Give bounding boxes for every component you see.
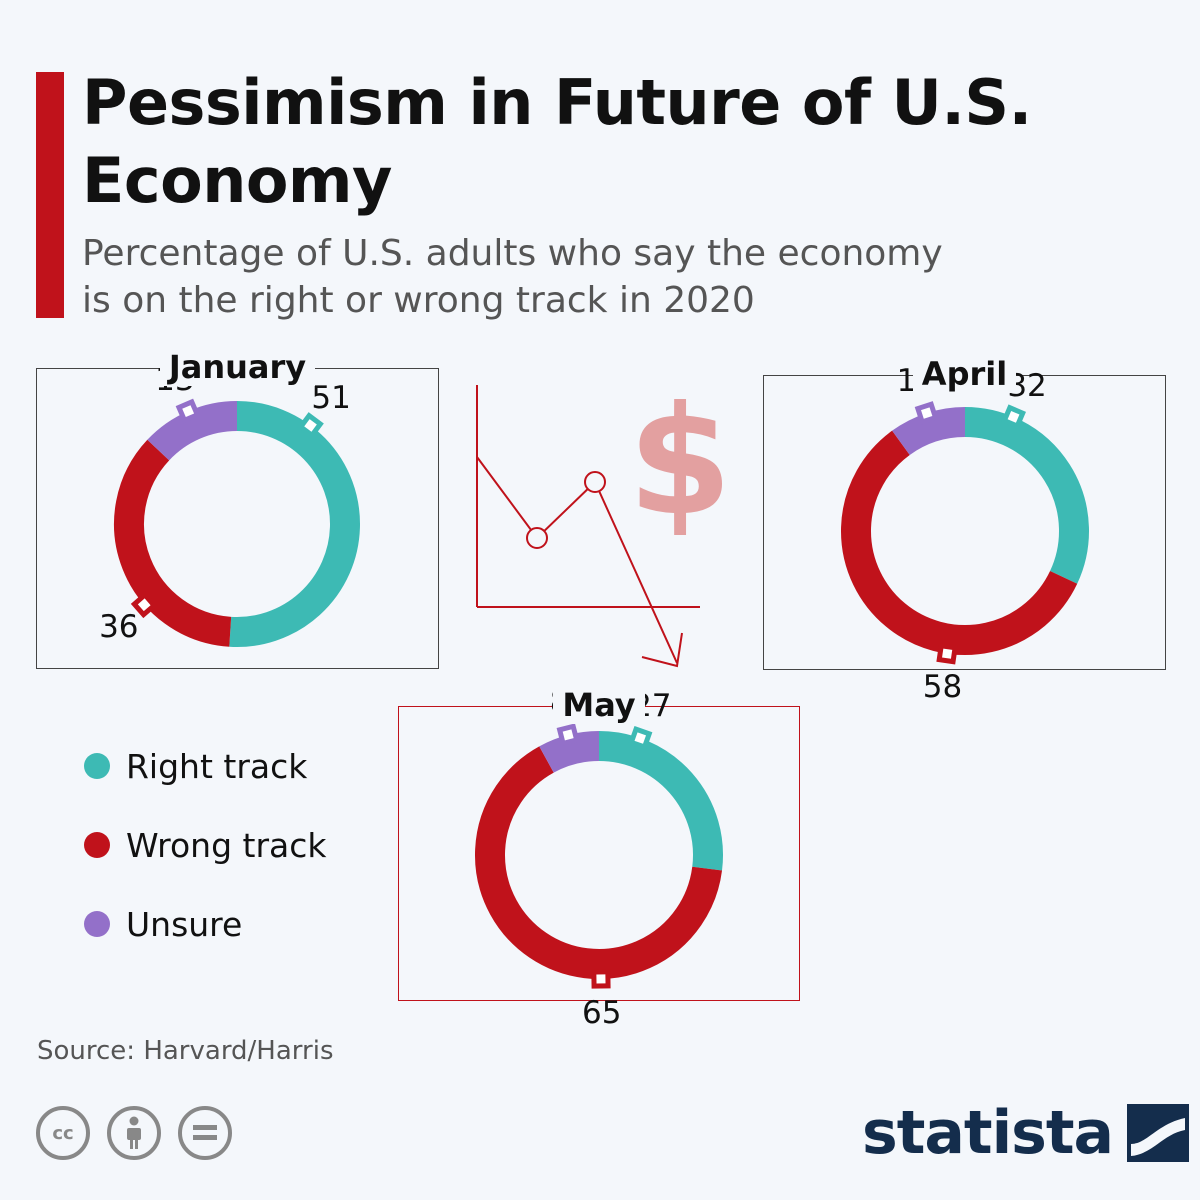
slice-marker <box>556 723 580 747</box>
brand-wordmark: statista <box>862 1098 1114 1168</box>
data-label-right-track: 51 <box>311 380 351 417</box>
legend-item: Right track <box>84 745 327 787</box>
legend: Right track Wrong track Unsure <box>84 745 327 982</box>
slice-marker <box>591 969 611 989</box>
donut-panel-april: 325810 April <box>763 355 1166 704</box>
slice-marker <box>936 642 958 665</box>
legend-label: Right track <box>126 746 308 786</box>
panel-title-may: May <box>553 686 645 724</box>
donut-chart <box>841 401 1089 665</box>
donut-slice-unsure <box>539 731 600 773</box>
legend-item: Wrong track <box>84 824 327 866</box>
statista-mark-icon <box>1127 1104 1190 1162</box>
line-point <box>584 471 606 493</box>
statista-logo[interactable]: statista <box>862 1095 1190 1171</box>
slice-marker <box>297 412 324 439</box>
cc-icon[interactable]: cc <box>36 1106 90 1160</box>
donut-slice-wrong-track <box>841 430 1078 655</box>
no-derivatives-icon[interactable] <box>178 1106 232 1160</box>
legend-swatch <box>84 911 110 937</box>
slice-marker <box>914 401 939 426</box>
slice-marker <box>628 725 653 751</box>
license-icons: cc <box>36 1106 232 1160</box>
arrow-head-icon <box>641 632 683 668</box>
legend-item: Unsure <box>84 903 327 945</box>
panel-title-january: January <box>159 348 316 386</box>
donut-slice-unsure <box>147 401 238 461</box>
panel-title-april: April <box>912 355 1017 393</box>
decline-illustration: $ <box>476 375 732 668</box>
slice-marker <box>1001 404 1026 430</box>
donut-slice-right-track <box>964 407 1089 584</box>
chart-title: Pessimism in Future of U.S. Economy <box>82 66 1032 217</box>
data-label-wrong-track: 58 <box>922 669 963 706</box>
chart-subtitle: Percentage of U.S. adults who say the ec… <box>82 233 943 321</box>
legend-swatch <box>84 832 110 858</box>
data-label-wrong-track: 36 <box>99 609 139 646</box>
title-accent-bar <box>36 72 64 318</box>
decline-line <box>476 456 678 664</box>
donut-slice-wrong-track <box>114 439 232 647</box>
donut-chart <box>475 723 723 989</box>
donut-panel-may: 27658 May <box>398 685 800 1030</box>
legend-label: Wrong track <box>126 825 327 865</box>
data-label-wrong-track: 65 <box>581 994 622 1031</box>
donut-chart <box>114 398 360 647</box>
donut-slice-wrong-track <box>475 746 723 979</box>
legend-swatch <box>84 753 110 779</box>
slice-marker <box>130 591 158 619</box>
mini-chart-axes <box>476 385 700 608</box>
dollar-sign-icon: $ <box>628 375 732 549</box>
source-note: Source: Harvard/Harris <box>37 1036 334 1066</box>
donut-slice-right-track <box>229 401 360 647</box>
attribution-icon[interactable] <box>107 1106 161 1160</box>
line-point <box>526 527 548 549</box>
legend-label: Unsure <box>126 904 243 944</box>
donut-slice-unsure <box>892 407 966 456</box>
donut-panel-january: 513613 January <box>36 348 439 669</box>
donut-slice-right-track <box>598 731 723 871</box>
slice-marker <box>175 398 201 424</box>
